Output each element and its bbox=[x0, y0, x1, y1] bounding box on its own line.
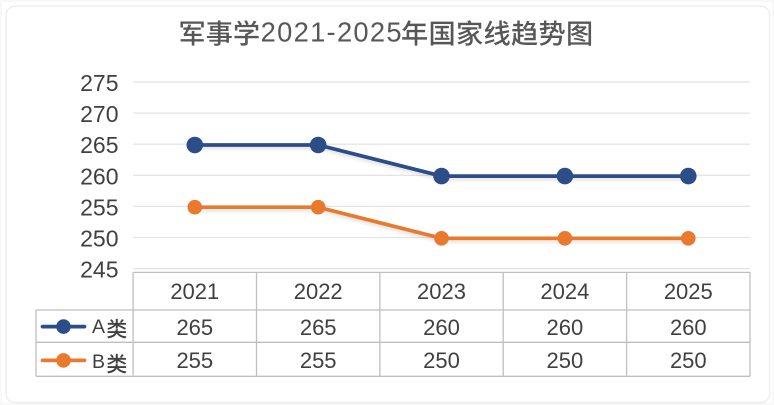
svg-text:260: 260 bbox=[547, 315, 584, 340]
svg-text:275: 275 bbox=[80, 70, 118, 96]
svg-text:2022: 2022 bbox=[294, 279, 343, 304]
svg-text:2021: 2021 bbox=[170, 279, 219, 304]
svg-text:250: 250 bbox=[670, 348, 707, 373]
svg-text:250: 250 bbox=[423, 348, 460, 373]
svg-text:B: B bbox=[92, 351, 105, 373]
svg-text:A: A bbox=[92, 316, 105, 338]
svg-text:270: 270 bbox=[80, 101, 118, 127]
svg-text:250: 250 bbox=[80, 226, 118, 252]
svg-text:245: 245 bbox=[80, 257, 118, 283]
svg-text:255: 255 bbox=[80, 194, 118, 220]
svg-text:265: 265 bbox=[80, 132, 118, 158]
svg-text:260: 260 bbox=[670, 315, 707, 340]
svg-text:255: 255 bbox=[300, 348, 337, 373]
svg-text:260: 260 bbox=[80, 163, 118, 189]
svg-text:250: 250 bbox=[547, 348, 584, 373]
svg-text:2021-2025: 2021-2025 bbox=[261, 17, 402, 48]
svg-text:265: 265 bbox=[300, 315, 337, 340]
svg-text:260: 260 bbox=[423, 315, 460, 340]
svg-text:2024: 2024 bbox=[540, 279, 589, 304]
svg-text:2023: 2023 bbox=[417, 279, 466, 304]
svg-text:255: 255 bbox=[176, 348, 213, 373]
svg-text:2025: 2025 bbox=[664, 279, 713, 304]
svg-text:265: 265 bbox=[176, 315, 213, 340]
